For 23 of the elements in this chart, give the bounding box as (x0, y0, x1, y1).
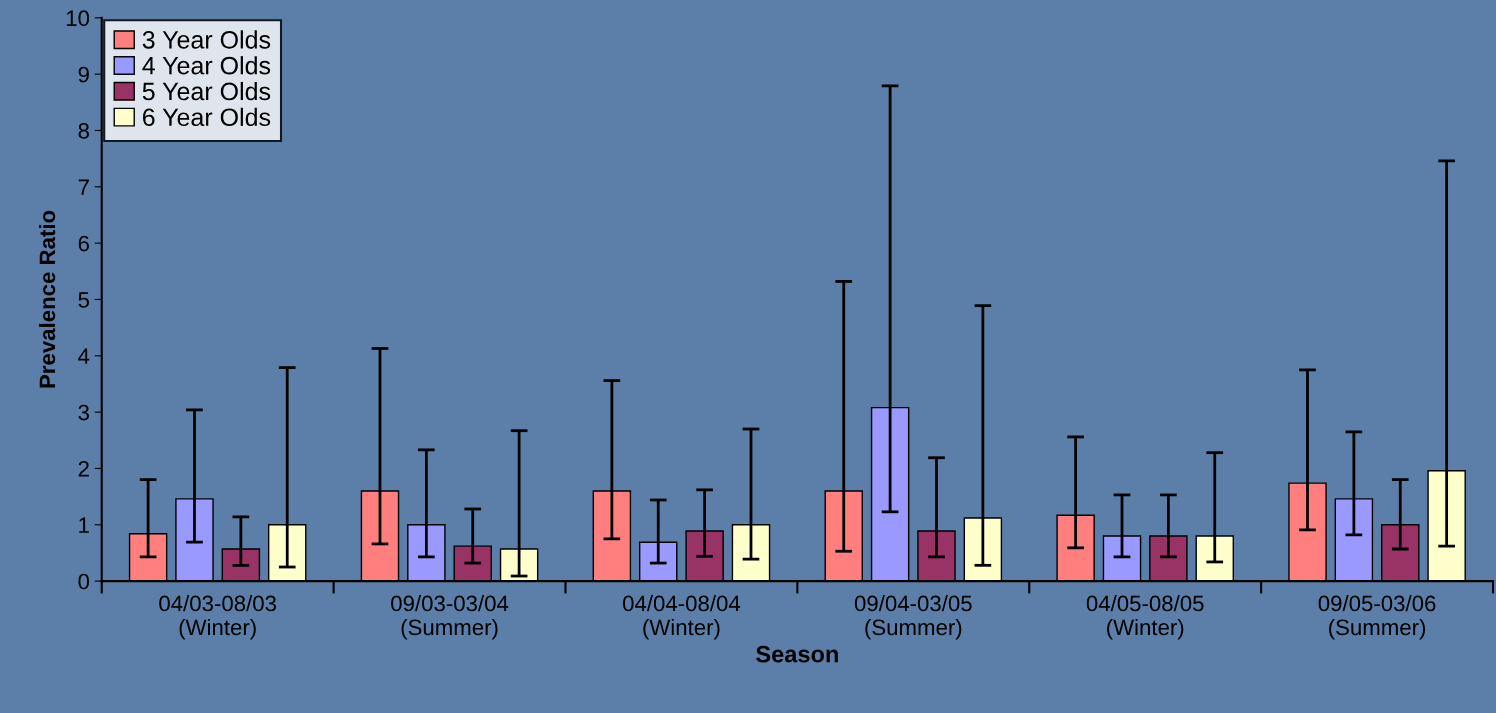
x-tick-label: 09/03-03/04 (Summer) (391, 594, 509, 640)
y-tick-label: 9 (78, 66, 89, 83)
y-tick-label: 2 (78, 460, 89, 477)
x-tick-label: 04/03-08/03 (Winter) (159, 594, 277, 640)
y-tick-label: 8 (78, 123, 89, 139)
y-axis-title: Prevalence Ratio (38, 210, 56, 388)
x-tick-label: 04/05-08/05 (Winter) (1086, 594, 1204, 640)
legend-label: 3 Year Olds (142, 30, 271, 49)
y-tick-label: 4 (78, 348, 90, 364)
y-tick-label: 0 (78, 573, 90, 590)
legend-label: 5 Year Olds (142, 81, 271, 101)
y-tick-label: 1 (79, 517, 89, 533)
x-tick-label: 09/05-03/06 (Summer) (1318, 594, 1436, 640)
y-tick-label: 3 (78, 404, 89, 421)
y-tick-label: 7 (78, 179, 89, 195)
y-tick-label: 5 (78, 292, 89, 308)
x-tick-label: 04/04-08/04 (Winter) (622, 594, 741, 640)
y-tick-label: 6 (78, 235, 89, 252)
legend-label: 6 Year Olds (143, 107, 271, 127)
y-tick-label: 10 (66, 10, 90, 27)
x-axis-title: Season (756, 645, 838, 663)
legend-label: 4 Year Olds (142, 56, 271, 75)
x-tick-label: 09/04-03/05 (Summer) (854, 594, 972, 640)
